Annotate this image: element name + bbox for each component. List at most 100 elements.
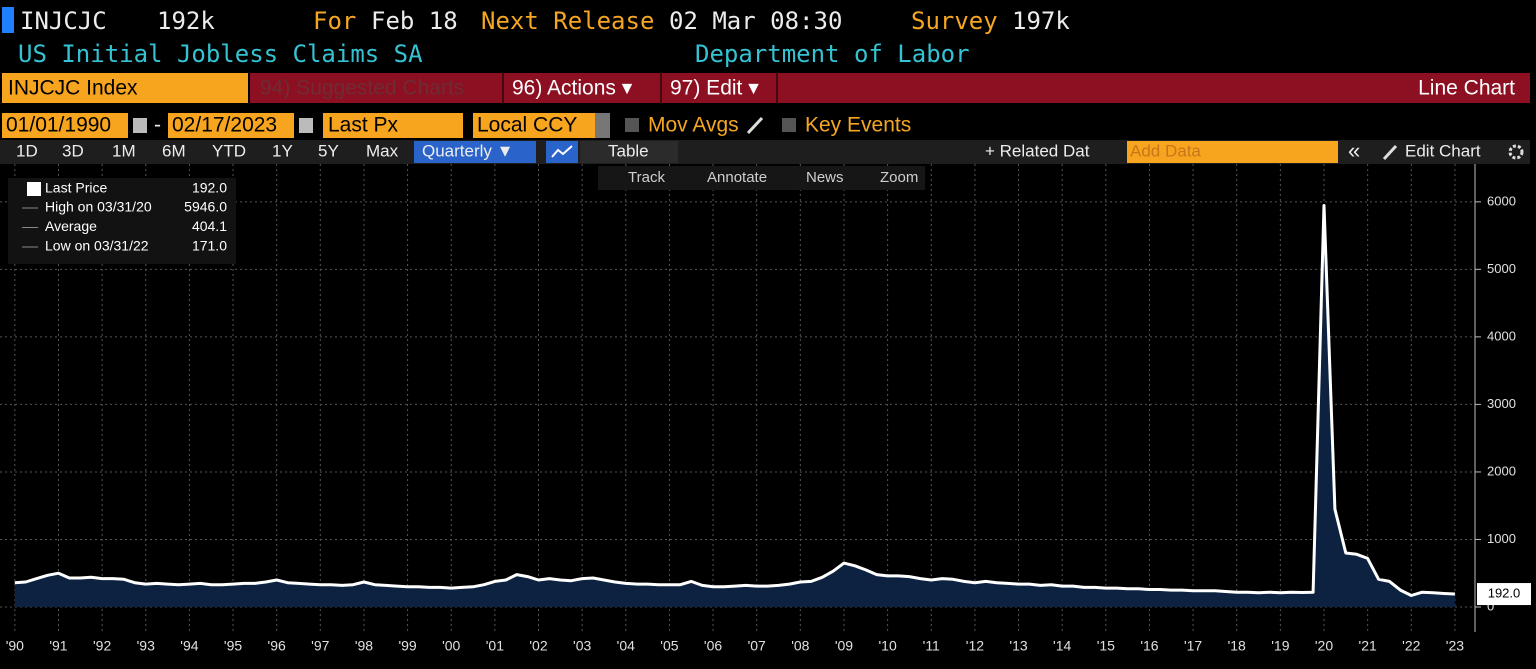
x-tick-label: '17 <box>1184 638 1202 654</box>
line-icon <box>551 145 573 158</box>
add-data[interactable]: Add Data <box>1130 141 1201 160</box>
edit-chart[interactable]: Edit Chart <box>1405 141 1481 160</box>
start-date-box[interactable] <box>2 113 128 138</box>
stat-label: Low on 03/31/22 <box>45 238 149 254</box>
last: 192k <box>157 7 215 35</box>
x-tick-label: '07 <box>748 638 766 654</box>
last-value-label: 192.0 <box>1488 585 1521 600</box>
x-tick-label: '06 <box>704 638 722 654</box>
range-button[interactable]: 3D <box>62 141 84 160</box>
range-button[interactable]: 5Y <box>318 141 339 160</box>
x-tick-label: '03 <box>573 638 591 654</box>
table-box[interactable] <box>580 141 678 163</box>
y-tick-label: 4000 <box>1487 328 1516 343</box>
x-tick-label: '09 <box>835 638 853 654</box>
chart-tools-bar <box>598 166 925 190</box>
stat-value: 404.1 <box>192 218 227 234</box>
suggested-charts[interactable]: 94) Suggested Charts <box>260 77 464 100</box>
x-tick-label: '21 <box>1359 638 1377 654</box>
stat-label: Average <box>45 218 97 234</box>
actions-menu[interactable]: 96) Actions ▾ <box>512 77 633 100</box>
y-tick-label: 3000 <box>1487 396 1516 411</box>
checkbox[interactable] <box>782 118 796 132</box>
survey: 197k <box>1012 7 1070 35</box>
key-events[interactable]: Key Events <box>805 114 911 137</box>
dropdown[interactable] <box>595 113 610 138</box>
periodicity-box[interactable] <box>414 141 536 163</box>
x-tick-label: '98 <box>355 638 373 654</box>
x-tick-label: '93 <box>137 638 155 654</box>
range-button[interactable]: YTD <box>212 141 246 160</box>
chart-tool[interactable]: Track <box>628 169 665 186</box>
x-tick-label: '91 <box>49 638 67 654</box>
range-button[interactable]: 6M <box>162 141 186 160</box>
x-tick-label: '99 <box>398 638 416 654</box>
menu-bar <box>250 73 1530 103</box>
ticker: INJCJC <box>20 7 107 35</box>
security-box[interactable] <box>2 73 248 103</box>
x-tick-label: '10 <box>878 638 896 654</box>
x-tick-label: '96 <box>268 638 286 654</box>
next-date: 02 Mar 08:30 <box>669 7 842 35</box>
survey-label: Survey <box>911 7 998 35</box>
x-tick-label: '23 <box>1446 638 1464 654</box>
range-button[interactable]: 1D <box>16 141 38 160</box>
edit-menu[interactable]: 97) Edit ▾ <box>670 77 759 100</box>
field-box[interactable] <box>323 113 463 138</box>
range-button[interactable]: Max <box>366 141 399 160</box>
currency[interactable]: Local CCY <box>477 114 577 137</box>
gear-icon[interactable] <box>1508 144 1524 160</box>
collapse[interactable]: « <box>1348 138 1360 163</box>
legend-label: Last Price <box>45 180 107 196</box>
x-tick-label: '12 <box>966 638 984 654</box>
chart-tool[interactable]: Zoom <box>880 169 918 186</box>
marker <box>2 7 14 33</box>
date-dash: - <box>154 114 161 137</box>
x-tick-label: '94 <box>180 638 198 654</box>
end-date[interactable]: 02/17/2023 <box>172 114 277 137</box>
x-tick-label: '22 <box>1402 638 1420 654</box>
x-tick-label: '14 <box>1053 638 1071 654</box>
currency-box[interactable] <box>473 113 595 138</box>
add-data-box[interactable] <box>1127 141 1338 163</box>
x-tick-label: '95 <box>224 638 242 654</box>
y-tick-label: 5000 <box>1487 261 1516 276</box>
last-value-tag <box>1477 583 1531 606</box>
legend-swatch <box>27 182 41 196</box>
field[interactable]: Last Px <box>328 114 399 137</box>
calendar-icon[interactable] <box>133 118 147 133</box>
x-tick-label: '19 <box>1271 638 1289 654</box>
x-tick-label: '92 <box>93 638 111 654</box>
line <box>14 204 1455 597</box>
security[interactable]: INJCJC Index <box>8 77 138 100</box>
range-button[interactable]: 1Y <box>272 141 293 160</box>
stat-label: High on 03/31/20 <box>45 199 152 215</box>
x-tick-label: '01 <box>486 638 504 654</box>
end-date-box[interactable] <box>168 113 294 138</box>
range-button[interactable]: 1M <box>112 141 136 160</box>
range-buttons: 1D 3D 1M 6M YTD 1Y 5Y Max <box>16 141 399 160</box>
x-tick-label: '16 <box>1140 638 1158 654</box>
legend-box <box>8 178 236 264</box>
start-date[interactable]: 01/01/1990 <box>6 114 111 137</box>
pencil-icon[interactable] <box>746 116 764 135</box>
stat-value: 5946.0 <box>184 199 227 215</box>
related-data[interactable]: + Related Dat <box>985 141 1090 160</box>
chart-tool[interactable]: News <box>806 169 844 186</box>
next-label: Next Release <box>481 7 654 35</box>
mov-avgs[interactable]: Mov Avgs <box>648 114 739 137</box>
calendar-icon[interactable] <box>299 118 313 133</box>
checkbox[interactable] <box>625 118 639 132</box>
x-tick-label: '13 <box>1009 638 1027 654</box>
legend-value: 192.0 <box>192 180 227 196</box>
table-button[interactable]: Table <box>608 141 649 160</box>
for-date: Feb 18 <box>371 7 458 35</box>
x-tick-label: '90 <box>6 638 24 654</box>
periodicity[interactable]: Quarterly ▼ <box>422 141 513 160</box>
y-tick-label: 6000 <box>1487 193 1516 208</box>
chart: '90 '91 '92 '93 '94 '95 '96 '97 '98 '99 '00 '01 '02 '… <box>0 164 1531 654</box>
pencil-icon[interactable] <box>1382 144 1398 161</box>
chart-tool[interactable]: Annotate <box>707 169 767 186</box>
security-name: US Initial Jobless Claims SA <box>18 40 423 68</box>
